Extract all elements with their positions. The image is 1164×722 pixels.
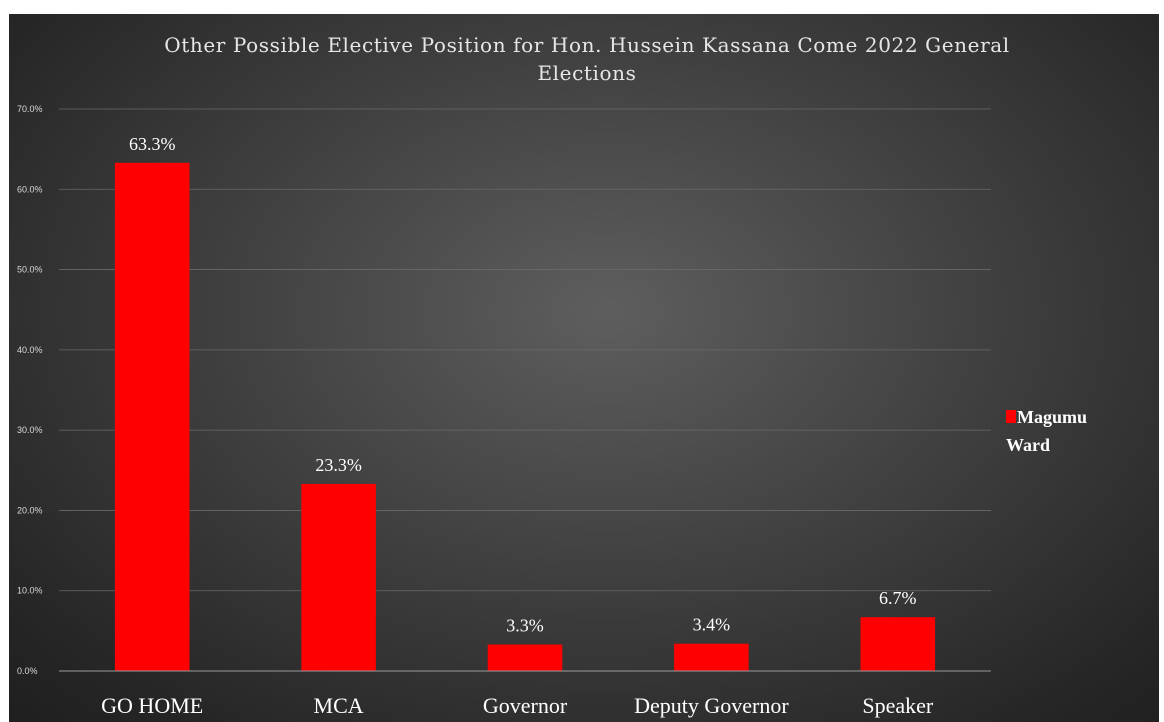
- data-label: 23.3%: [315, 455, 362, 475]
- gridlines: [59, 108, 991, 592]
- y-tick-label: 30.0%: [17, 425, 43, 435]
- x-axis-tick-labels: GO HOME MCA Governor Deputy Governor Speaker: [101, 693, 934, 718]
- y-axis-tick-labels: 0.0% 10.0% 20.0% 30.0% 40.0% 50.0% 60.0% 70.0%: [17, 104, 43, 676]
- y-tick-label: 20.0%: [17, 505, 43, 515]
- chart-area: Other Possible Elective Position for Hon…: [9, 14, 1159, 722]
- x-tick-label: Governor: [483, 693, 568, 718]
- bars: [114, 162, 936, 671]
- data-label: 3.4%: [693, 615, 731, 635]
- bar: [114, 162, 190, 671]
- data-label: 6.7%: [879, 588, 917, 608]
- chart-title-line-2: Elections: [537, 61, 636, 85]
- y-tick-label: 10.0%: [17, 586, 43, 596]
- x-tick-label: MCA: [314, 693, 364, 718]
- bar: [860, 617, 936, 671]
- y-tick-label: 0.0%: [17, 666, 38, 676]
- x-tick-label: Speaker: [862, 693, 934, 718]
- bar: [674, 643, 749, 671]
- y-tick-label: 40.0%: [17, 345, 43, 355]
- bar-chart: Other Possible Elective Position for Hon…: [17, 33, 1087, 718]
- y-tick-label: 50.0%: [17, 265, 43, 275]
- x-tick-label: GO HOME: [101, 693, 203, 718]
- legend: Magumu Ward: [1006, 407, 1087, 455]
- data-labels: 63.3% 23.3% 3.3% 3.4% 6.7%: [129, 134, 917, 636]
- bar: [301, 483, 376, 671]
- legend-swatch-magumu-ward: [1006, 410, 1016, 423]
- chart-title-line-1: Other Possible Elective Position for Hon…: [164, 33, 1010, 57]
- data-label: 63.3%: [129, 134, 176, 154]
- bar: [487, 644, 563, 671]
- y-tick-label: 60.0%: [17, 184, 43, 194]
- x-tick-label: Deputy Governor: [634, 693, 789, 718]
- legend-label-line-1: Magumu: [1017, 407, 1087, 427]
- y-tick-label: 70.0%: [17, 104, 43, 114]
- data-label: 3.3%: [506, 616, 544, 636]
- legend-label-line-2: Ward: [1006, 435, 1050, 455]
- chart-title: Other Possible Elective Position for Hon…: [164, 33, 1010, 85]
